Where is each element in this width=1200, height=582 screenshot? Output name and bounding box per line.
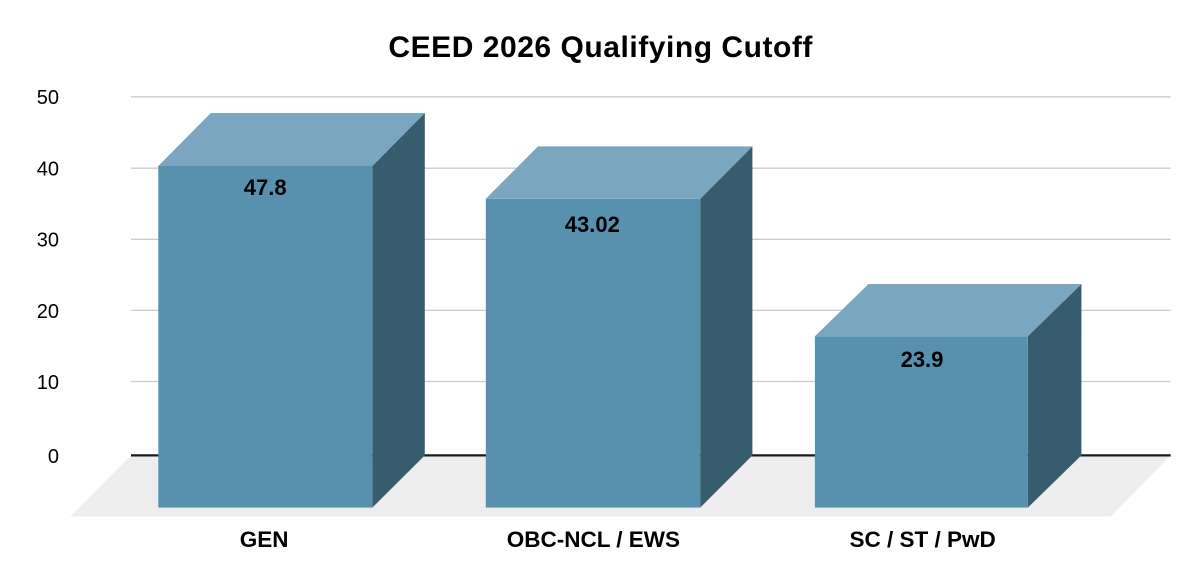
svg-text:10: 10 (37, 372, 59, 394)
svg-text:OBC-NCL / EWS: OBC-NCL / EWS (507, 527, 680, 552)
svg-text:47.8: 47.8 (244, 175, 287, 200)
svg-text:0: 0 (48, 446, 59, 468)
svg-text:SC / ST / PwD: SC / ST / PwD (849, 527, 995, 552)
svg-text:20: 20 (37, 301, 59, 323)
svg-text:30: 30 (37, 230, 59, 252)
svg-text:23.9: 23.9 (901, 347, 944, 372)
svg-text:40: 40 (37, 159, 59, 181)
svg-text:43.02: 43.02 (565, 212, 620, 237)
svg-text:CEED 2026 Qualifying Cutoff: CEED 2026 Qualifying Cutoff (388, 31, 813, 64)
svg-text:50: 50 (37, 87, 59, 109)
svg-text:GEN: GEN (240, 527, 289, 552)
